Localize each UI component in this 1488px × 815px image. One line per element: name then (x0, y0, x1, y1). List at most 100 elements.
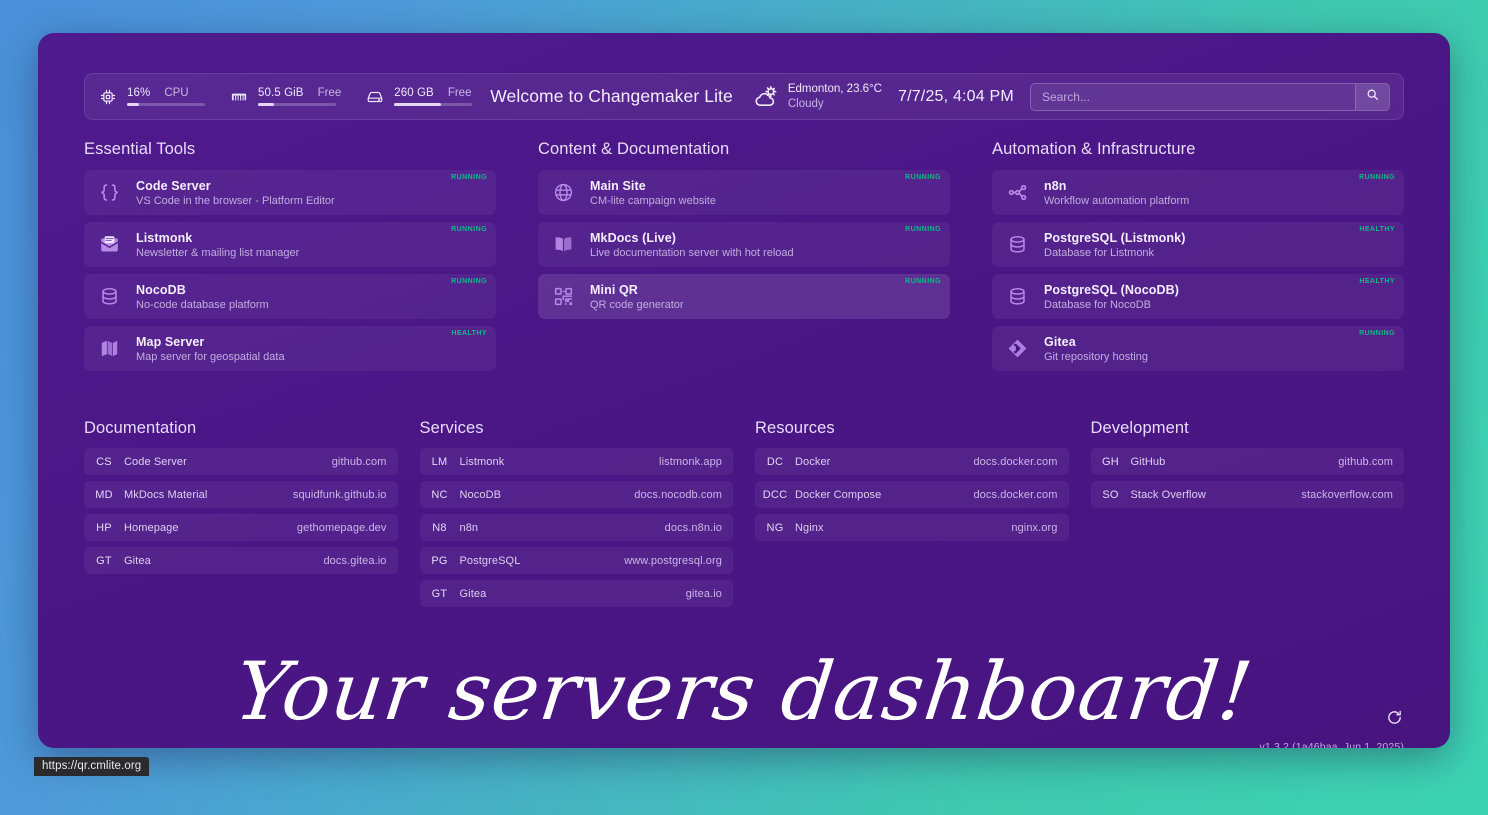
service-description: Database for NocoDB (1044, 298, 1151, 311)
service-card[interactable]: n8n Workflow automation platform RUNNING (992, 170, 1404, 215)
bookmark-name: Homepage (124, 521, 179, 534)
bookmark-name: Gitea (124, 554, 151, 567)
bookmark-name: Stack Overflow (1130, 488, 1206, 501)
bookmark-abbr: N8 (432, 521, 447, 534)
service-card[interactable]: Map Server Map server for geospatial data… (84, 326, 496, 371)
search-box[interactable] (1029, 82, 1390, 111)
bookmark-abbr: NG (766, 521, 784, 534)
database-icon (98, 286, 120, 308)
bookmark-link[interactable]: HP Homepage gethomepage.dev (84, 514, 398, 541)
service-card[interactable]: Listmonk Newsletter & mailing list manage… (84, 222, 496, 267)
bookmark-abbr: MD (95, 488, 113, 501)
memory-icon (229, 87, 249, 107)
bookmark-link[interactable]: PG PostgreSQL www.postgresql.org (419, 547, 733, 574)
service-name: PostgreSQL (NocoDB) (1044, 282, 1180, 297)
bookmark-link[interactable]: CS Code Server github.com (84, 448, 398, 475)
service-name: NocoDB (136, 282, 186, 297)
book-icon (552, 234, 574, 256)
browser-status-url: https://qr.cmlite.org (34, 757, 150, 776)
stat-cpu-0: 16% CPU (98, 87, 205, 107)
bookmark-name: GitHub (1130, 455, 1166, 468)
service-card[interactable]: Mini QR QR code generator RUNNING (538, 274, 950, 319)
search-input[interactable] (1030, 83, 1355, 110)
bookmark-name: NocoDB (459, 488, 502, 501)
service-name: Code Server (136, 178, 211, 193)
status-badge: HEALTHY (451, 330, 487, 337)
qr-code-icon (552, 286, 574, 308)
n8n-nodes-icon (1006, 182, 1028, 204)
bookmark-group: Resources DC Docker docs.docker.com DCC Docke… (755, 419, 1069, 613)
service-card[interactable]: PostgreSQL (NocoDB) Database for NocoDB HE… (992, 274, 1404, 319)
bookmark-abbr: SO (1102, 488, 1119, 501)
gitea-icon (1006, 338, 1028, 360)
stat-label: Free (317, 87, 342, 99)
status-badge: RUNNING (1359, 174, 1395, 181)
bookmark-group: Development GH GitHub github.com SO Stack Ove… (1090, 419, 1404, 613)
bookmark-link[interactable]: N8 n8n docs.n8n.io (419, 514, 733, 541)
stat-label: CPU (164, 87, 189, 99)
bookmark-host: docs.n8n.io (664, 521, 722, 534)
search-button[interactable] (1355, 83, 1389, 110)
bookmark-link[interactable]: SO Stack Overflow stackoverflow.com (1090, 481, 1404, 508)
refresh-icon[interactable] (1386, 709, 1404, 727)
service-name: MkDocs (Live) (590, 230, 677, 245)
service-card[interactable]: Code Server VS Code in the browser - Plat… (84, 170, 496, 215)
bookmark-link[interactable]: GT Gitea docs.gitea.io (84, 547, 398, 574)
bookmark-name: Nginx (795, 521, 824, 534)
partly-cloudy-icon (753, 84, 779, 110)
bookmark-link[interactable]: DC Docker docs.docker.com (755, 448, 1069, 475)
bookmark-host: gethomepage.dev (296, 521, 387, 534)
service-description: Database for Listmonk (1044, 246, 1155, 259)
database-icon (1006, 234, 1028, 256)
status-badge: RUNNING (451, 226, 487, 233)
handwritten-annotation: Your servers dashboard! (230, 645, 1258, 738)
bookmark-link[interactable]: LM Listmonk listmonk.app (419, 448, 733, 475)
bookmark-name: Gitea (459, 587, 487, 600)
bookmark-link[interactable]: GH GitHub github.com (1090, 448, 1404, 475)
stat-progress-bar (394, 103, 473, 106)
bookmark-abbr: NC (431, 488, 448, 501)
service-description: Map server for geospatial data (136, 350, 285, 363)
service-card[interactable]: PostgreSQL (Listmonk) Database for Listmo… (992, 222, 1404, 267)
bookmark-host: github.com (331, 455, 387, 468)
service-name: PostgreSQL (Listmonk) (1044, 230, 1186, 245)
service-group-title: Content & Documentation (538, 140, 730, 158)
status-badge: HEALTHY (1359, 226, 1395, 233)
bookmark-link[interactable]: DCC Docker Compose docs.docker.com (755, 481, 1069, 508)
stat-progress-bar (258, 103, 336, 106)
service-card[interactable]: Main Site CM-lite campaign website RUNNING (538, 170, 950, 215)
map-icon (98, 338, 120, 360)
bookmark-group-title: Resources (755, 419, 835, 437)
stat-value: 260 GB (394, 87, 434, 99)
status-badge: RUNNING (451, 174, 487, 181)
bookmark-host: gitea.io (685, 587, 722, 600)
bookmark-abbr: GH (1102, 455, 1119, 468)
bookmark-group-title: Services (419, 419, 484, 437)
bookmark-link[interactable]: MD MkDocs Material squidfunk.github.io (84, 481, 398, 508)
bookmark-link[interactable]: NG Nginx nginx.org (755, 514, 1069, 541)
service-group: Automation & Infrastructure n8n Workflow a… (992, 140, 1404, 378)
welcome-title: Welcome to Changemaker Lite (490, 86, 733, 106)
service-card[interactable]: Gitea Git repository hosting RUNNING (992, 326, 1404, 371)
bookmark-abbr: CS (96, 455, 112, 468)
service-name: Main Site (590, 178, 646, 193)
bookmark-name: MkDocs Material (124, 488, 208, 501)
cpu-icon (98, 87, 118, 107)
bookmark-host: listmonk.app (659, 455, 722, 468)
bookmark-abbr: GT (431, 587, 448, 600)
bookmark-group: Services LM Listmonk listmonk.app NC NocoDB do… (419, 419, 733, 613)
bookmark-name: PostgreSQL (459, 554, 521, 567)
bookmark-name: Listmonk (459, 455, 505, 468)
service-card[interactable]: NocoDB No-code database platform RUNNING (84, 274, 496, 319)
bookmark-group: Documentation CS Code Server github.com MD Mk… (84, 419, 398, 613)
bookmark-groups: Documentation CS Code Server github.com MD Mk… (84, 419, 1404, 613)
bookmark-group-title: Development (1090, 419, 1189, 437)
dashboard-header: 16% CPU 50.5 GiB Free 260 GB Free Welcome to … (84, 73, 1404, 120)
mail-envelope-icon (98, 234, 120, 256)
service-card[interactable]: MkDocs (Live) Live documentation server w… (538, 222, 950, 267)
bookmark-host: www.postgresql.org (624, 554, 722, 567)
service-group: Content & Documentation Main Site CM-lite … (538, 140, 950, 378)
bookmark-link[interactable]: GT Gitea gitea.io (419, 580, 733, 607)
service-description: Newsletter & mailing list manager (136, 246, 300, 259)
bookmark-link[interactable]: NC NocoDB docs.nocodb.com (419, 481, 733, 508)
